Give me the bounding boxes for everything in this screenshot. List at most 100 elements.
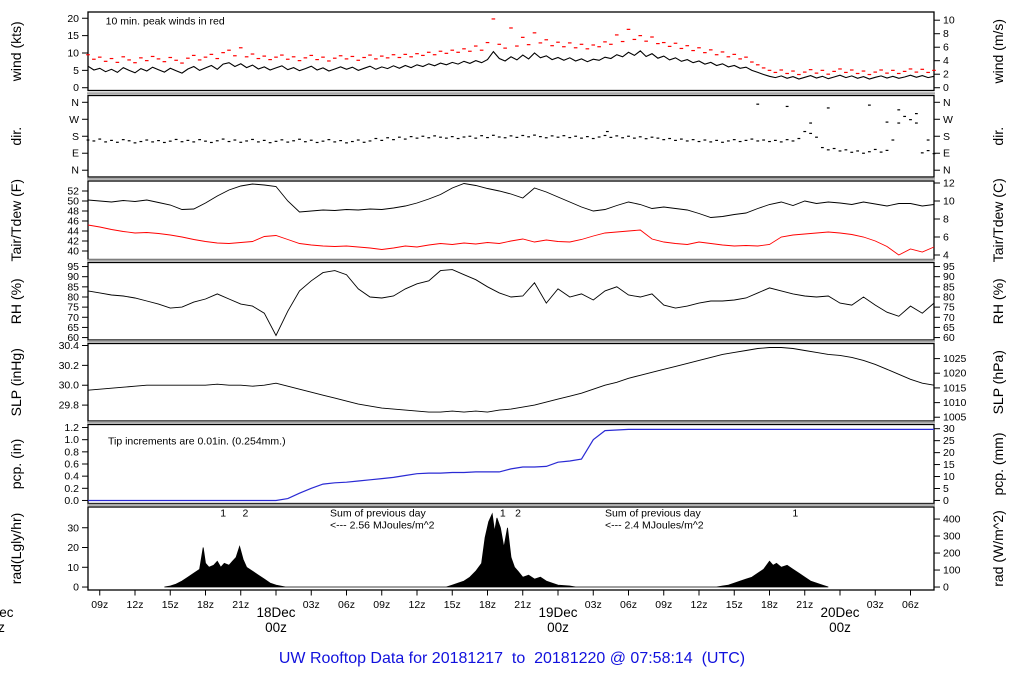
rad-right-tick-label: 0 [943, 582, 949, 594]
x-date-label: 00z [829, 620, 851, 635]
rad-annotation: Sum of previous day [330, 507, 426, 519]
pcp-right-tick-label: 5 [943, 483, 949, 495]
rh-left-tick-label: 60 [67, 332, 79, 344]
dir-right-tick-label: N [943, 97, 951, 109]
x-hour-tick-label: 12z [691, 599, 708, 611]
temp-left-tick-label: 52 [67, 186, 79, 198]
rad-annotation: Sum of previous day [605, 507, 701, 519]
x-date-label: 17Dec [0, 605, 14, 620]
rad-left-axis-label: rad(Lgly/hr) [8, 513, 24, 585]
pcp-left-tick-label: 1.0 [64, 434, 79, 446]
rad-right-axis-label: rad (W/m^2) [990, 510, 1006, 587]
pcp-right-tick-label: 25 [943, 435, 955, 447]
slp-left-tick-label: 30.0 [59, 380, 80, 392]
radiation-marker: 2 [515, 507, 521, 519]
radiation-marker: 1 [220, 507, 226, 519]
dir-left-tick-label: E [72, 148, 79, 160]
dir-left-tick-label: S [72, 131, 79, 143]
rh-left-tick-label: 90 [67, 271, 79, 283]
slp-left-tick-label: 30.4 [59, 340, 80, 352]
tdew_f [87, 224, 935, 256]
slp-left-tick-label: 29.8 [59, 400, 80, 412]
radiation-marker: 1 [500, 507, 506, 519]
wind-left-tick-label: 5 [73, 65, 79, 77]
rh-right-axis-label: RH (%) [990, 278, 1006, 324]
wind-left-tick-label: 20 [67, 13, 79, 25]
temp-right-tick-label: 4 [943, 250, 949, 262]
rh_pct [87, 269, 935, 337]
rh-right-tick-label: 80 [943, 291, 955, 303]
x-date-label: 18Dec [256, 605, 295, 620]
rh-left-axis-label: RH (%) [8, 278, 24, 324]
slp-right-tick-label: 1010 [943, 397, 967, 409]
rh-right-tick-label: 60 [943, 332, 955, 344]
wind-annotation: 10 min. peak winds in red [106, 16, 225, 28]
wind-left-tick-label: 10 [67, 47, 79, 59]
rad-left-tick-label: 20 [67, 542, 79, 554]
rad-left-tick-label: 30 [67, 522, 79, 534]
rad-right-tick-label: 300 [943, 531, 961, 543]
temp-left-tick-label: 46 [67, 216, 79, 228]
dir-right-tick-label: E [943, 148, 950, 160]
x-hour-tick-label: 06z [902, 599, 919, 611]
wind-right-tick-label: 10 [943, 15, 955, 27]
dir-right-axis-label: dir. [990, 127, 1006, 146]
wind_direction_deg [86, 113, 936, 155]
x-hour-tick-label: 21z [232, 599, 249, 611]
temp-right-tick-label: 10 [943, 196, 955, 208]
x-hour-tick-label: 21z [514, 599, 531, 611]
pcp-right-tick-label: 30 [943, 423, 955, 435]
radiation_lgly_hr [164, 512, 829, 588]
precip_in [88, 428, 934, 502]
slp_inhg [87, 347, 935, 413]
wind-frame [87, 11, 935, 92]
pcp-left-tick-label: 0.4 [64, 471, 79, 483]
rh-left-tick-label: 75 [67, 302, 79, 314]
dir-left-tick-label: W [69, 114, 79, 126]
rh-frame [87, 261, 935, 341]
wind-right-tick-label: 2 [943, 69, 949, 81]
pcp-right-tick-label: 20 [943, 447, 955, 459]
x-hour-tick-label: 15z [162, 599, 179, 611]
temp-left-tick-label: 48 [67, 206, 79, 218]
rh-right-tick-label: 90 [943, 271, 955, 283]
temp-left-tick-label: 40 [67, 246, 79, 258]
slp-right-axis-label: SLP (hPa) [990, 350, 1006, 414]
rad-left-tick-label: 0 [73, 582, 79, 594]
slp-right-tick-label: 1005 [943, 412, 967, 424]
x-hour-tick-label: 12z [127, 599, 144, 611]
pcp-left-tick-label: 1.2 [64, 422, 79, 434]
slp-frame [87, 342, 935, 422]
temp-left-tick-label: 50 [67, 196, 79, 208]
pcp-left-tick-label: 0.0 [64, 495, 79, 507]
x-date-label: 00z [265, 620, 287, 635]
temp-left-tick-label: 42 [67, 236, 79, 248]
rad-frame [87, 506, 935, 591]
rh-left-tick-label: 65 [67, 322, 79, 334]
dir-right-tick-label: W [943, 114, 953, 126]
x-hour-tick-label: 15z [726, 599, 743, 611]
pcp-left-tick-label: 0.8 [64, 446, 79, 458]
x-hour-tick-label: 18z [479, 599, 496, 611]
wind_direction_outliers_deg [605, 103, 930, 141]
x-date-label: 20Dec [820, 605, 859, 620]
x-hour-tick-label: 03z [867, 599, 884, 611]
wind_peak_kts [86, 18, 936, 76]
slp-left-axis-label: SLP (inHg) [8, 348, 24, 416]
rad-annotation: <--- 2.4 MJoules/m^2 [605, 519, 704, 531]
pcp-right-axis-label: pcp. (mm) [990, 433, 1006, 496]
tair_f [87, 183, 935, 218]
wind-left-axis-label: wind (kts) [8, 21, 24, 82]
pcp-right-tick-label: 15 [943, 459, 955, 471]
pcp-left-axis-label: pcp. (in) [8, 439, 24, 490]
x-axis: 09z 12z 15z 18z 21z 03z 06z 09z 12z 15z 18z 21z 03z 0… [0, 590, 919, 635]
wind-right-tick-label: 8 [943, 28, 949, 40]
rh-right-tick-label: 95 [943, 261, 955, 273]
x-date-label: 00z [547, 620, 569, 635]
dir-left-tick-label: N [71, 97, 79, 109]
x-hour-tick-label: 09z [91, 599, 108, 611]
x-hour-tick-label: 21z [796, 599, 813, 611]
